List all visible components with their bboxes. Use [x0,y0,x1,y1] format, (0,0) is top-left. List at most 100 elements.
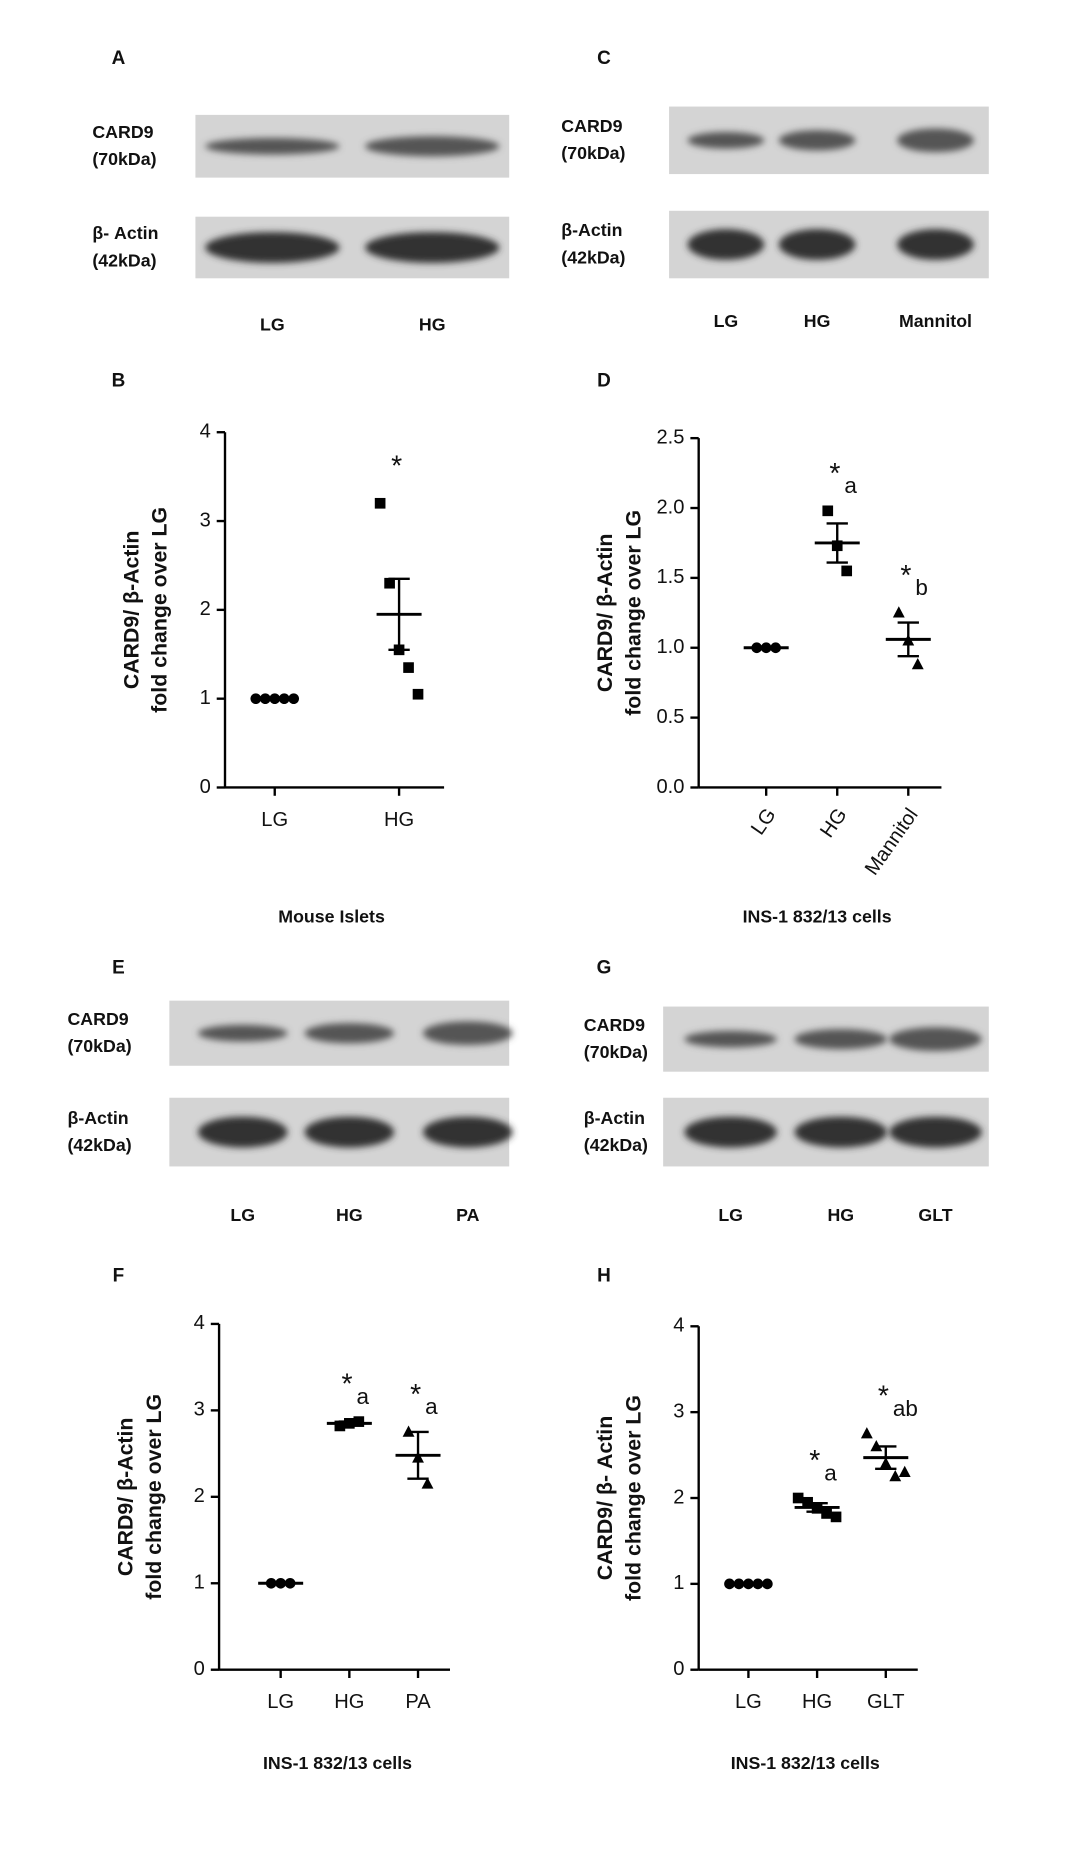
significance-letter: a [824,1460,837,1485]
blot-band [205,137,340,155]
significance-letter: a [425,1394,438,1419]
blot-band [778,130,856,151]
significance-letter: a [356,1384,369,1409]
lane-label: Mannitol [899,311,972,331]
significance-star: * [829,458,840,490]
data-point [792,1492,804,1504]
y-axis-label: CARD9/ β-Actin [593,534,617,693]
blot-band [304,1116,395,1148]
blot-protein: CARD9 [92,122,153,142]
blot-band [205,232,340,263]
panel-letter: G [597,958,612,979]
chart-caption: Mouse Islets [278,906,385,926]
blot-band [687,229,765,260]
y-tick-label: 0 [673,1658,684,1680]
significance-star: * [341,1369,352,1401]
panel-letter: D [597,370,611,391]
panel-letter: F [113,1266,125,1287]
lane-label: GLT [918,1205,952,1225]
x-tick-label: LG [747,804,780,839]
blot-size: (70kDa) [68,1036,132,1056]
y-tick-label: 0.0 [656,776,684,798]
x-tick-label: HG [802,1691,832,1713]
x-tick-label: HG [334,1691,364,1713]
blot-size: (42kDa) [92,250,156,270]
blot-band [794,1029,888,1050]
data-point [421,1477,434,1489]
y-tick-label: 0 [200,776,211,798]
significance-star: * [809,1445,820,1477]
data-point [821,1508,832,1519]
y-tick-label: 1 [194,1572,205,1594]
y-axis-label: fold change over LG [621,510,645,716]
y-tick-label: 1 [673,1572,684,1594]
y-axis-label: CARD9/ β- Actin [593,1416,617,1580]
blot-protein: β- Actin [92,223,158,243]
blot-band [684,1116,777,1148]
lane-label: HG [827,1205,854,1225]
blot-size: (70kDa) [561,143,625,163]
blot-band [304,1023,395,1044]
x-tick-label: LG [735,1691,762,1713]
chart-caption: INS-1 832/13 cells [743,906,892,926]
lane-label: HG [419,314,446,334]
blot-protein: CARD9 [561,116,622,136]
y-axis-label: fold change over LG [142,1394,166,1600]
y-tick-label: 2 [200,598,211,620]
y-tick-label: 3 [200,509,211,531]
x-tick-label: HG [384,809,414,831]
y-tick-label: 2 [673,1486,684,1508]
blot-band [365,136,500,157]
lane-label: LG [718,1205,743,1225]
y-tick-label: 1 [200,687,211,709]
blot-size: (70kDa) [584,1042,648,1062]
data-point [403,662,414,673]
blot-band [687,132,765,149]
blot-band [365,232,500,263]
y-axis-label: fold change over LG [148,507,172,713]
blot-protein: CARD9 [68,1009,129,1029]
lane-label: LG [260,314,285,334]
x-tick-label: GLT [867,1691,905,1713]
panel-letter: B [112,370,126,391]
data-point [860,1427,873,1439]
blot-size: (42kDa) [68,1135,132,1155]
y-tick-label: 1.5 [656,566,684,588]
y-tick-label: 1.0 [656,636,684,658]
data-point [889,1470,902,1482]
y-tick-label: 2.0 [656,496,684,518]
x-tick-label: Mannitol [861,804,923,879]
data-point [384,577,395,589]
chart-caption: INS-1 832/13 cells [263,1753,412,1773]
panel-letter: C [597,48,611,69]
significance-letter: a [844,473,857,498]
lane-label: LG [714,311,739,331]
blot-band [684,1030,777,1048]
y-tick-label: 4 [673,1315,684,1337]
data-point [898,1465,911,1477]
blot-band [423,1116,513,1148]
blot-band [889,1116,982,1148]
panel-letter: H [597,1266,611,1287]
blot-band [897,128,974,153]
blot-protein: β-Actin [561,220,622,240]
data-point [892,606,905,618]
lane-label: LG [230,1205,255,1225]
blot-band [423,1021,513,1046]
x-tick-label: PA [405,1691,431,1713]
blot-band [198,1116,288,1148]
y-axis-label: CARD9/ β-Actin [119,531,143,690]
blot-size: (70kDa) [92,149,156,169]
blot-protein: β-Actin [68,1108,129,1128]
panel-letter: A [112,48,126,69]
y-tick-label: 4 [194,1312,205,1334]
significance-letter: ab [893,1396,918,1421]
significance-letter: b [915,575,928,600]
y-tick-label: 0 [194,1658,205,1680]
blot-band [889,1027,982,1051]
blot-size: (42kDa) [561,247,625,267]
blot-protein: CARD9 [584,1015,645,1035]
panel-letter: E [112,958,125,979]
